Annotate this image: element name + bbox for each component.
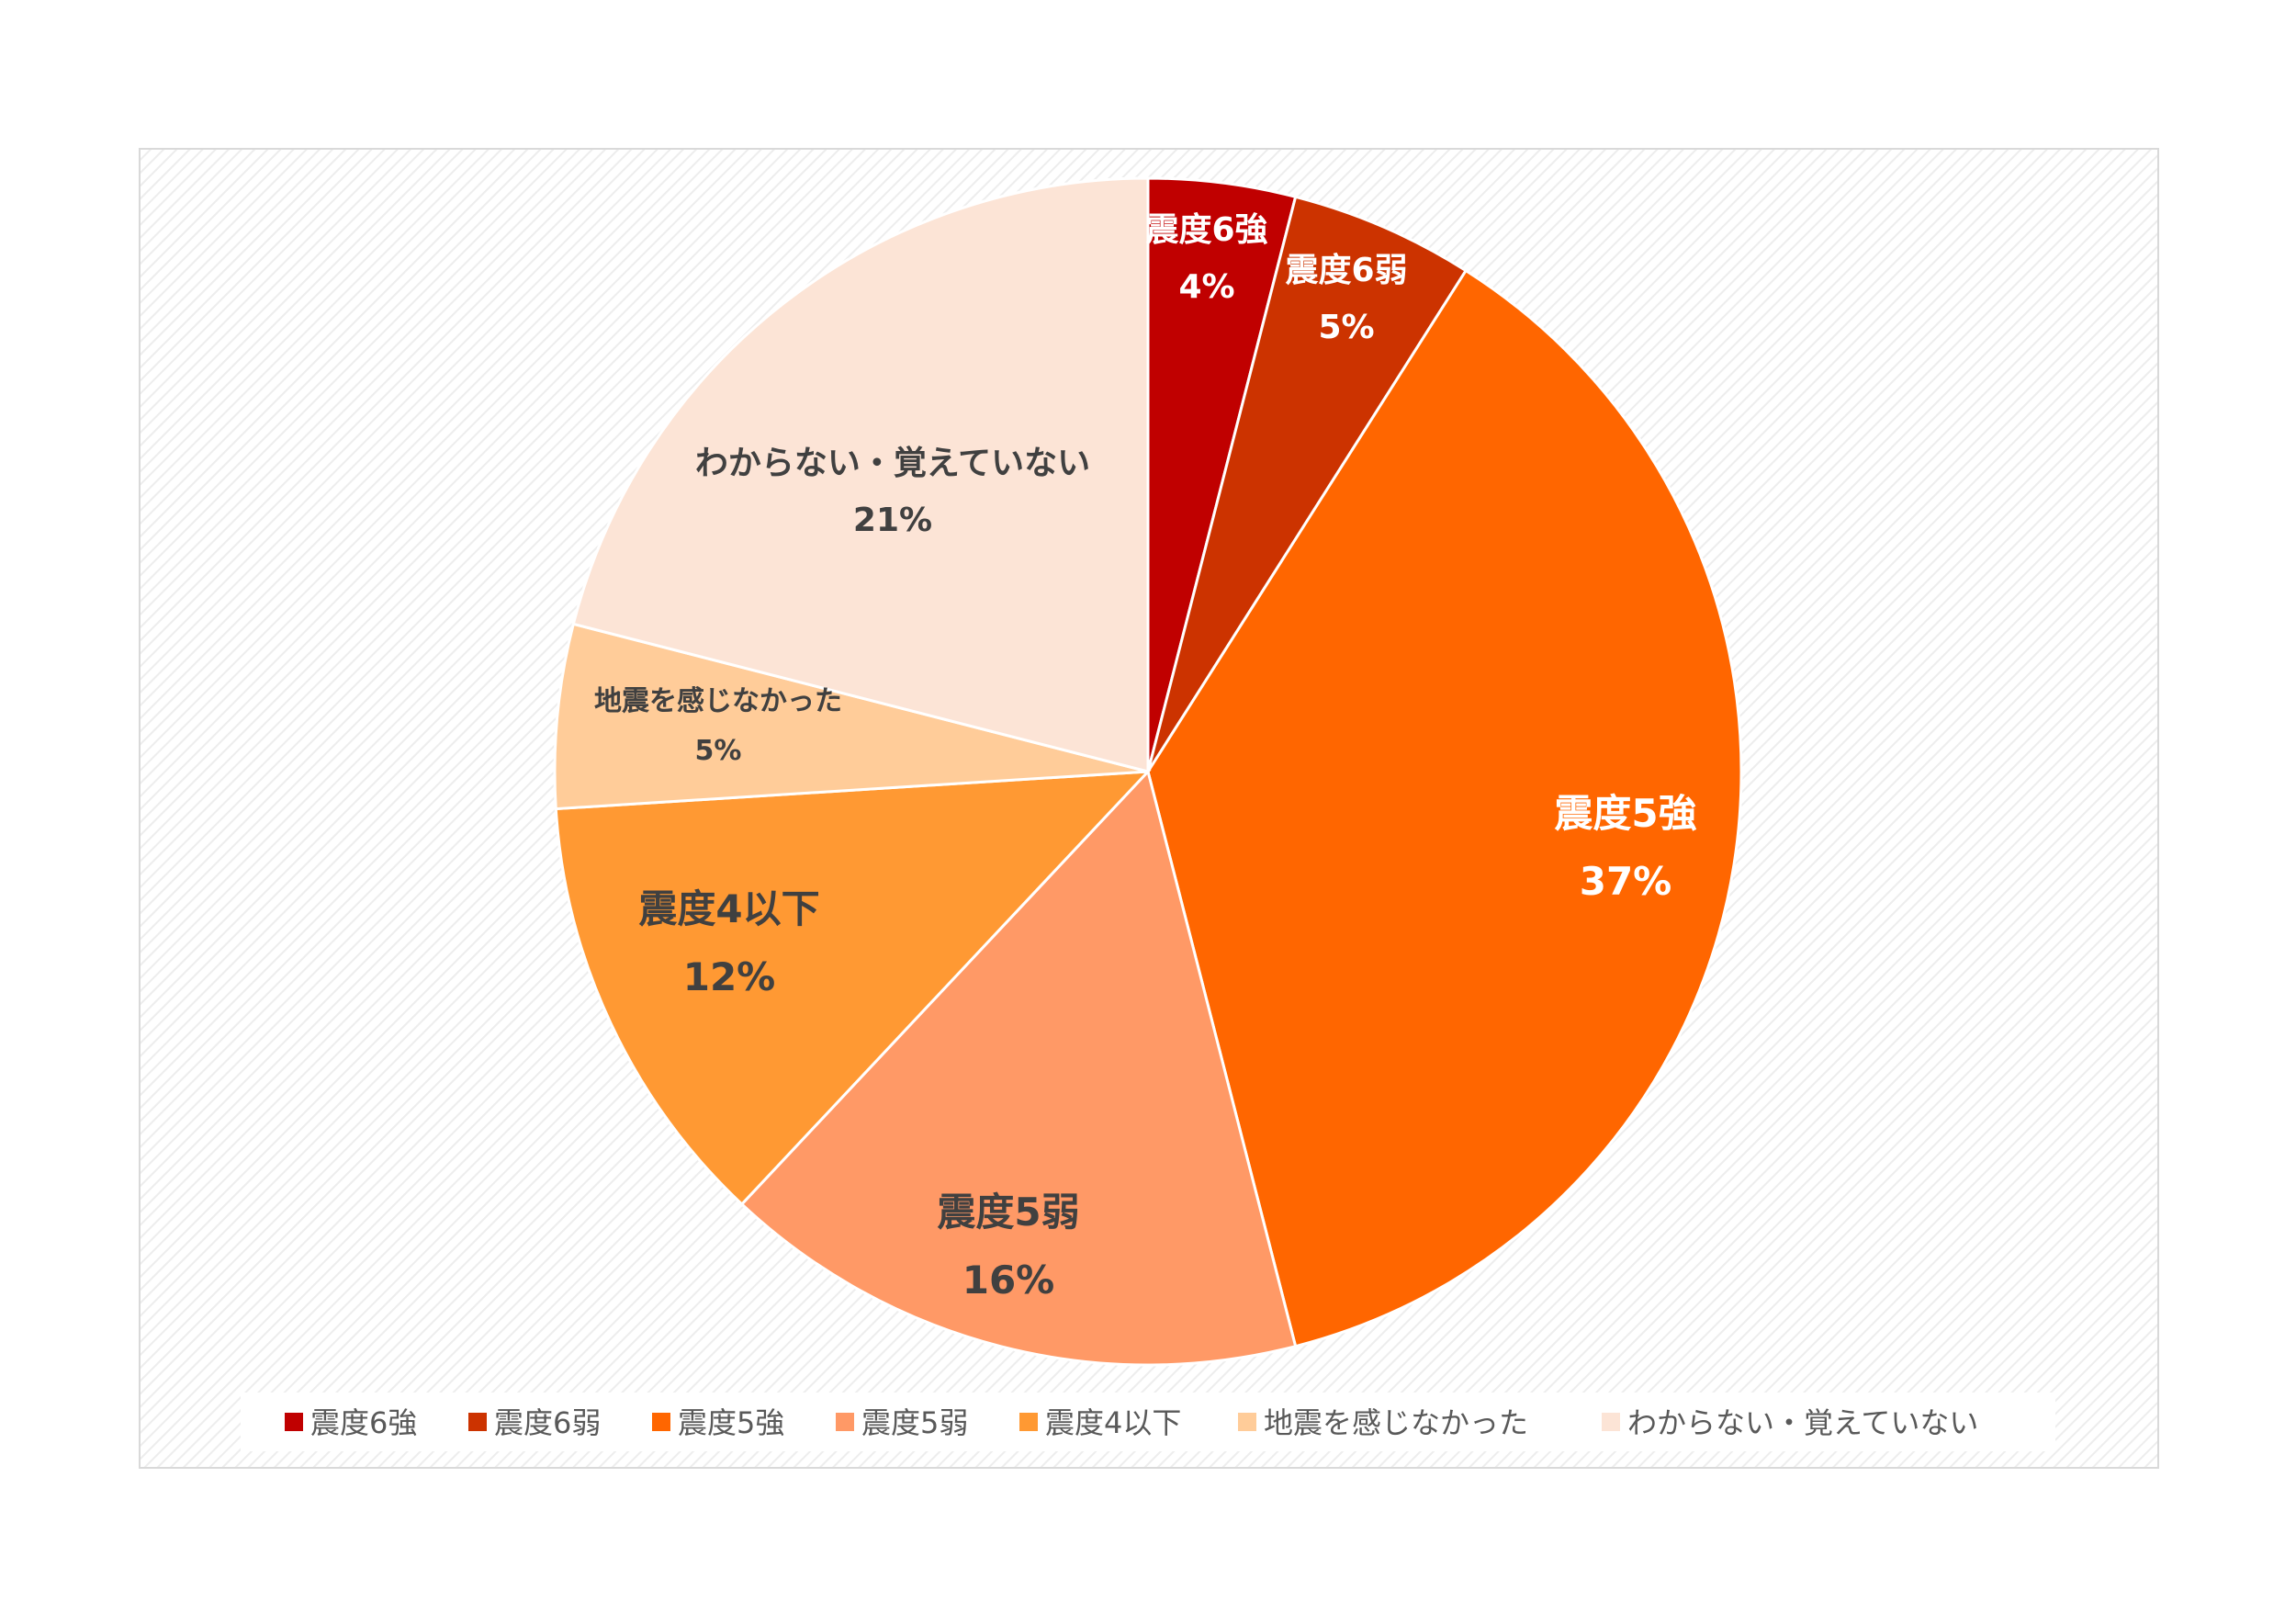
- legend-swatch-1: [285, 1413, 303, 1431]
- pie-slice-2: [1146, 195, 1469, 773]
- slice-label-value-7: 21%: [853, 502, 932, 539]
- slice-label-value-1: 4%: [1178, 268, 1234, 306]
- slice-label-name-6: 地震を感じなかった: [594, 685, 842, 717]
- legend-swatch-3: [652, 1413, 670, 1431]
- legend-swatch-2: [468, 1413, 487, 1431]
- slice-label-value-2: 5%: [1318, 309, 1374, 346]
- pie-slice-7: [571, 176, 1150, 773]
- pie-slice-6: [553, 622, 1149, 811]
- slice-label-name-4: 震度5弱: [937, 1190, 1079, 1235]
- legend-background: [241, 1393, 2055, 1451]
- slice-label-name-7: わからない・覚えていない: [695, 445, 1090, 482]
- legend-label-1: 震度6強: [310, 1405, 417, 1440]
- slice-label-value-3: 37%: [1580, 859, 1672, 904]
- legend-swatch-7: [1602, 1413, 1620, 1431]
- pie-slices: [553, 176, 1743, 1367]
- slice-labels: 震度6強 4% 震度6弱 5% 震度5強 37% 震度5弱 16% 震度4以下 12% 地震を感じな…: [594, 211, 1697, 1303]
- slice-label-value-6: 5%: [695, 735, 742, 767]
- slice-label-name-1: 震度6強: [1145, 211, 1267, 249]
- slice-label-value-5: 12%: [683, 954, 776, 999]
- pie-slice-5: [554, 770, 1152, 1207]
- legend-label-7: わからない・覚えていない: [1627, 1405, 1978, 1440]
- legend-label-4: 震度5弱: [861, 1405, 968, 1440]
- legend-swatch-5: [1019, 1413, 1038, 1431]
- legend: 震度6強 震度6弱 震度5強 震度5弱 震度4以下 地震を感じなかった わからない・覚えてい…: [241, 1393, 2055, 1451]
- pie-slice-3: [1146, 268, 1743, 1348]
- slice-label-name-2: 震度6弱: [1285, 252, 1407, 289]
- slice-label-value-4: 16%: [962, 1257, 1055, 1303]
- legend-label-5: 震度4以下: [1045, 1405, 1181, 1440]
- legend-swatch-6: [1238, 1413, 1256, 1431]
- legend-label-2: 震度6弱: [494, 1405, 601, 1440]
- legend-label-3: 震度5強: [678, 1405, 784, 1440]
- legend-swatch-4: [836, 1413, 854, 1431]
- pie-slice-4: [739, 768, 1298, 1367]
- slice-label-name-3: 震度5強: [1554, 791, 1696, 836]
- slice-label-name-5: 震度4以下: [638, 886, 819, 931]
- legend-label-6: 地震を感じなかった: [1264, 1405, 1528, 1440]
